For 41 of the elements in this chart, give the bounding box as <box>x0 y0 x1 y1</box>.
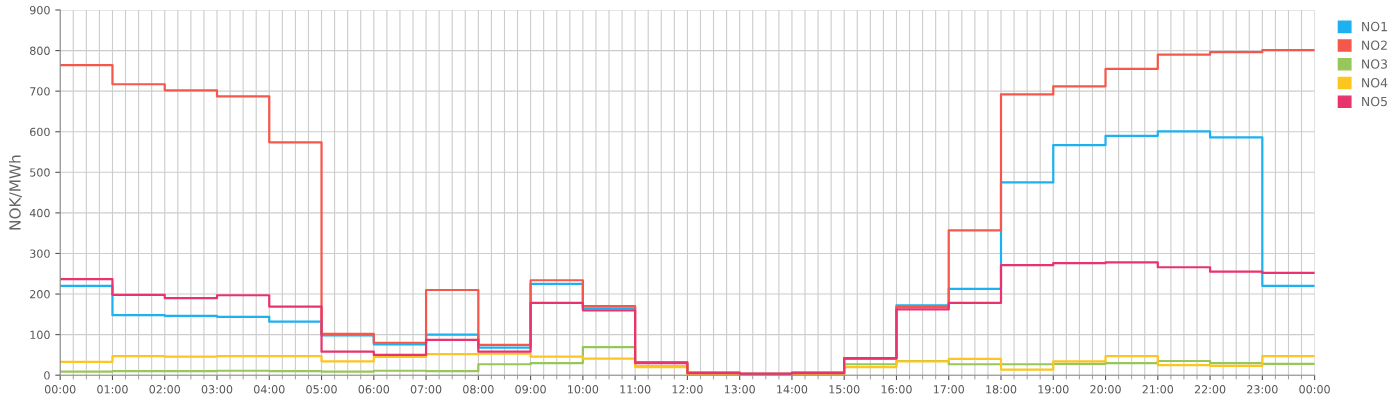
x-tick-label: 22:00 <box>1194 385 1226 394</box>
x-tick-label: 05:00 <box>306 385 337 394</box>
legend-label: NO2 <box>1362 40 1387 51</box>
y-tick-label: 800 <box>30 46 50 55</box>
y-tick-label: 600 <box>30 127 50 137</box>
x-tick-label: 06:00 <box>358 385 390 394</box>
legend-label: NO4 <box>1362 78 1388 88</box>
y-tick-label: 400 <box>29 208 50 218</box>
x-tick-label: 00:00 <box>1299 385 1330 394</box>
legend-label: NO5 <box>1362 96 1387 107</box>
x-tick-label: 02:00 <box>149 385 181 394</box>
y-axis-title: NOK/MWh <box>8 155 22 230</box>
x-tick-label: 04:00 <box>253 385 285 394</box>
x-tick-label: 15:00 <box>829 385 860 394</box>
y-tick-label: 700 <box>30 87 50 96</box>
x-tick-label: 17:00 <box>933 385 965 394</box>
x-tick-label: 01:00 <box>97 385 128 394</box>
x-tick-label: 21:00 <box>1142 385 1174 394</box>
x-tick-label: 09:00 <box>515 385 546 394</box>
x-tick-label: 16:00 <box>881 385 912 394</box>
x-tick-label: 08:00 <box>463 385 494 394</box>
x-tick-label: 07:00 <box>410 385 442 394</box>
x-tick-label: 20:00 <box>1090 385 1121 394</box>
y-tick-label: 500 <box>30 168 50 177</box>
x-tick-label: 10:00 <box>568 385 599 394</box>
x-tick-label: 12:00 <box>672 385 703 394</box>
x-tick-label: 00:00 <box>44 385 76 394</box>
x-tick-label: 19:00 <box>1038 385 1069 394</box>
x-tick-label: 23:00 <box>1247 385 1278 394</box>
x-tick-label: 03:00 <box>201 385 233 394</box>
x-tick-label: 14:00 <box>777 385 808 394</box>
y-tick-label: 100 <box>30 330 50 339</box>
y-tick-label: 0 <box>44 371 50 380</box>
x-tick-label: 18:00 <box>986 385 1017 394</box>
y-tick-label: 900 <box>29 5 50 15</box>
x-tick-label: 11:00 <box>620 385 651 394</box>
legend-label: NO3 <box>1362 59 1388 69</box>
y-tick-label: 300 <box>30 249 50 258</box>
x-tick-label: 13:00 <box>724 385 755 394</box>
y-tick-label: 200 <box>30 290 50 299</box>
legend-label: NO1 <box>1362 21 1387 32</box>
